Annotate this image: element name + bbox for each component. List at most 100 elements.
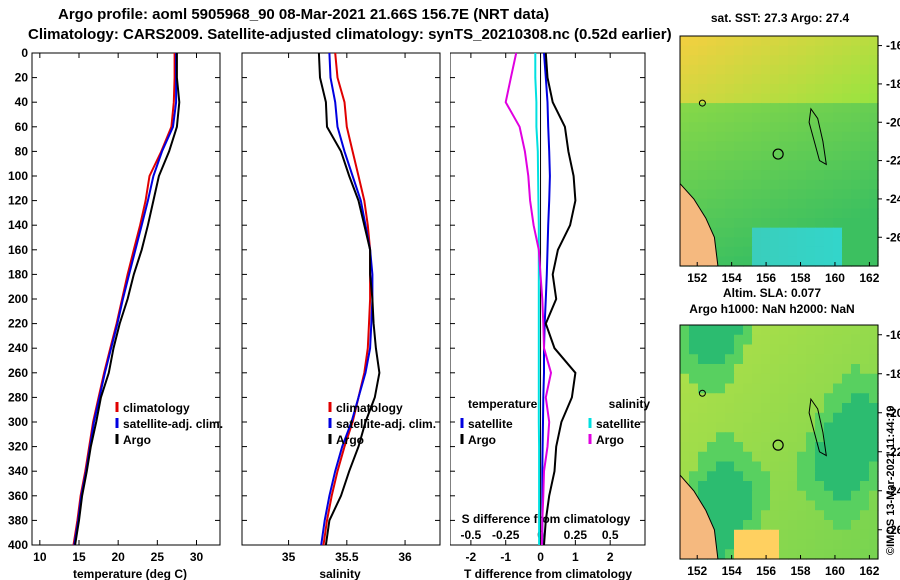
map-cell: [752, 151, 762, 162]
map-cell: [725, 373, 735, 385]
map-cell: [842, 36, 852, 47]
map-cell: [743, 510, 753, 521]
map-cell: [869, 510, 879, 521]
map-cell: [806, 490, 816, 502]
map-cell: [770, 45, 780, 56]
map-cell: [824, 490, 834, 502]
map-cell: [842, 490, 852, 502]
map-cell: [725, 529, 735, 541]
y-tick-label: 240: [8, 341, 28, 355]
map-cell: [725, 151, 735, 162]
map-cell: [770, 373, 780, 385]
map-cell: [797, 198, 807, 210]
map-cell: [851, 93, 861, 104]
map-cell: [797, 45, 807, 56]
map-cell: [761, 422, 771, 433]
map-cell: [851, 36, 861, 47]
map-cell: [698, 490, 708, 502]
map-cell: [743, 520, 753, 531]
map-cell: [743, 412, 753, 424]
map-cell: [824, 529, 834, 541]
map-cell: [869, 189, 879, 200]
map-cell: [779, 422, 789, 433]
y-tick-label: -22: [886, 445, 900, 459]
map-cell: [725, 83, 735, 95]
map-cell: [851, 393, 861, 404]
map-cell: [842, 383, 852, 394]
map-cell: [788, 160, 798, 171]
map-cell: [797, 490, 807, 502]
map-cell: [851, 403, 861, 414]
map-cell: [752, 36, 762, 47]
map-cell: [833, 55, 843, 66]
map-cell: [743, 432, 753, 443]
x-tick-label: 20: [111, 550, 125, 564]
map-cell: [851, 246, 861, 258]
map-cell: [797, 131, 807, 143]
map-cell: [806, 529, 816, 541]
map-cell: [869, 64, 879, 75]
map-cell: [761, 246, 771, 258]
map-cell: [806, 549, 816, 560]
map-cell: [716, 151, 726, 162]
map-cell: [779, 36, 789, 47]
map-cell: [734, 218, 744, 229]
map-cell: [815, 112, 825, 123]
map-cell: [860, 529, 870, 541]
map-cell: [797, 539, 807, 550]
map-cell: [797, 227, 807, 238]
map-cell: [797, 334, 807, 346]
map-cell: [797, 122, 807, 133]
map-cell: [815, 45, 825, 56]
map-cell: [842, 131, 852, 143]
map-cell: [698, 403, 708, 414]
map-cell: [824, 122, 834, 133]
map-cell: [842, 364, 852, 375]
map-cell: [815, 189, 825, 200]
map-cell: [707, 461, 717, 472]
y-tick-label: -18: [886, 367, 900, 381]
map-cell: [689, 412, 699, 424]
map-cell: [725, 354, 735, 365]
map-cell: [707, 198, 717, 210]
map-cell: [788, 64, 798, 75]
map-cell: [788, 103, 798, 114]
y-tick-label: 200: [8, 292, 28, 306]
map-cell: [851, 198, 861, 210]
map-cell: [752, 334, 762, 346]
map-cell: [716, 451, 726, 463]
map-cell: [788, 74, 798, 85]
map-cell: [824, 112, 834, 123]
map-cell: [815, 451, 825, 463]
map-cell: [842, 432, 852, 443]
map-cell: [797, 500, 807, 511]
map-cell: [833, 36, 843, 47]
map-cell: [815, 103, 825, 114]
map-cell: [716, 179, 726, 190]
map-cell: [824, 151, 834, 162]
map-cell: [698, 393, 708, 404]
map-cell: [779, 74, 789, 85]
map-cell: [860, 246, 870, 258]
map-cell: [806, 510, 816, 521]
map-cell: [842, 141, 852, 152]
x-tick-label: 30: [190, 550, 204, 564]
y-tick-label: -24: [886, 484, 900, 498]
map-cell: [734, 471, 744, 482]
map-cell: [779, 160, 789, 171]
map-cell: [815, 36, 825, 47]
map-cell: [743, 383, 753, 394]
x-tick-label: 156: [756, 564, 776, 578]
map-cell: [743, 170, 753, 181]
map-cell: [743, 246, 753, 258]
map-cell: [725, 198, 735, 210]
map-cell: [824, 471, 834, 482]
x-tick-label: 160: [825, 271, 845, 285]
map-cell: [788, 451, 798, 463]
map-cell: [752, 112, 762, 123]
y-tick-label: 220: [8, 317, 28, 331]
map-cell: [725, 364, 735, 375]
map-cell: [833, 112, 843, 123]
map-cell: [725, 160, 735, 171]
map-cell: [707, 481, 717, 492]
